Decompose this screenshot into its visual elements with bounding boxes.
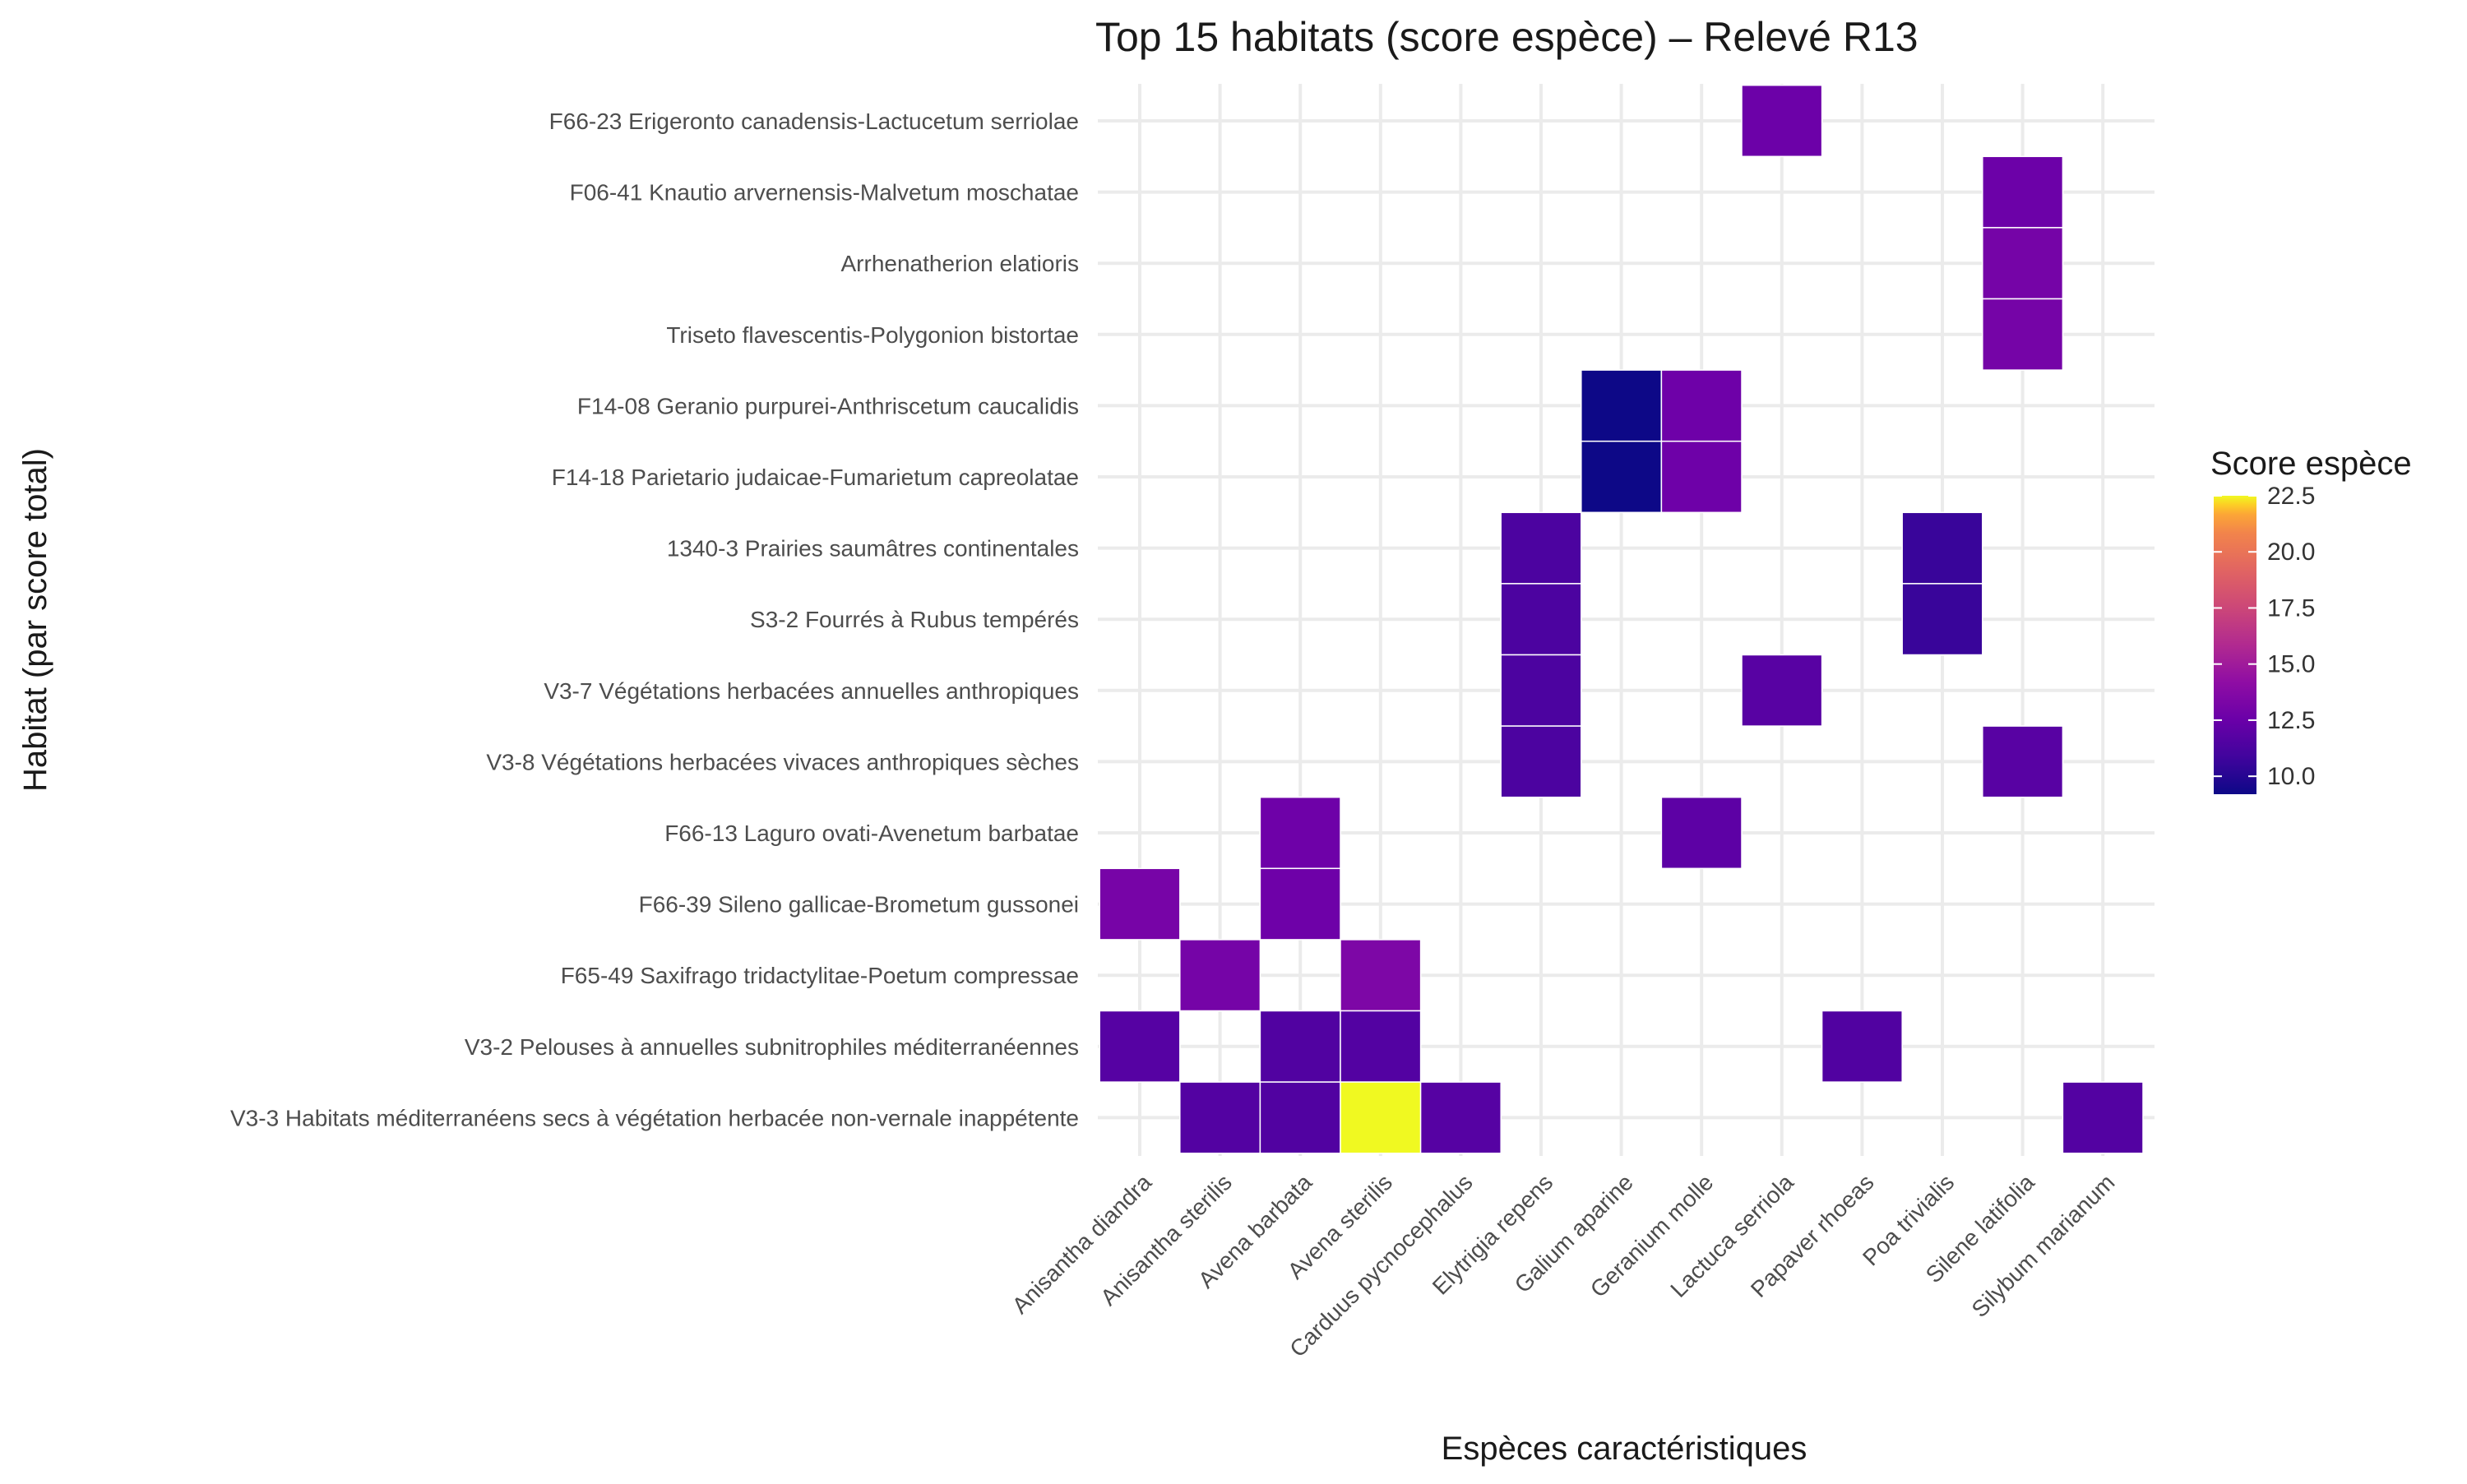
y-tick-label: F66-13 Laguro ovati-Avenetum barbatae: [664, 821, 1079, 846]
color-legend: Score espèce 10.0 12.5 15.0 17.5 20.0 22.5: [2210, 446, 2412, 794]
legend-colorbar: [2214, 496, 2256, 794]
y-tick-label: F06-41 Knautio arvernensis-Malvetum mosc…: [570, 180, 1079, 206]
heatmap-cell: [1259, 796, 1341, 870]
y-tick-label: F14-08 Geranio purpurei-Anthriscetum cau…: [577, 393, 1079, 418]
heatmap-cell: [1340, 1010, 1422, 1083]
heatmap-cell: [1821, 1010, 1903, 1083]
heatmap-cell: [1982, 155, 2064, 229]
heatmap-cell: [1340, 939, 1422, 1012]
heatmap-cell: [1660, 796, 1743, 870]
y-axis-title: Habitat (par score total): [17, 448, 53, 792]
heatmap-cell: [1099, 867, 1181, 941]
heatmap-cell: [1901, 583, 1983, 656]
y-tick-label: S3-2 Fourrés à Rubus tempérés: [750, 607, 1079, 632]
legend-ticks: 10.0 12.5 15.0 17.5 20.0 22.5: [2214, 483, 2315, 790]
chart-title: Top 15 habitats (score espèce) – Relevé …: [1095, 14, 1919, 60]
heatmap-cell: [1340, 1081, 1422, 1154]
legend-tick-label: 12.5: [2267, 707, 2315, 734]
heatmap-cell: [1741, 84, 1823, 158]
y-tick-label: F66-23 Erigeronto canadensis-Lactucetum …: [549, 109, 1079, 134]
heatmap-cell: [1259, 1081, 1341, 1154]
legend-tick-label: 15.0: [2267, 651, 2315, 678]
y-tick-labels: F66-23 Erigeronto canadensis-Lactucetum …: [230, 109, 1079, 1130]
x-tick-label: Anisantha diandra: [1007, 1169, 1157, 1319]
y-tick-label: F66-39 Sileno gallicae-Brometum gussonei: [639, 892, 1079, 918]
legend-title: Score espèce: [2210, 446, 2412, 482]
heatmap-cell: [1581, 440, 1663, 514]
y-tick-label: V3-8 Végétations herbacées vivaces anthr…: [486, 749, 1079, 774]
heatmap-cell: [1500, 583, 1582, 656]
y-tick-label: F14-18 Parietario judaicae-Fumarietum ca…: [552, 465, 1079, 490]
y-tick-label: 1340-3 Prairies saumâtres continentales: [667, 536, 1079, 562]
y-tick-label: V3-2 Pelouses à annuelles subnitrophiles…: [465, 1034, 1079, 1060]
cells-layer: [1099, 84, 2144, 1154]
y-tick-label: F65-49 Saxifrago tridactylitae-Poetum co…: [561, 963, 1079, 988]
heatmap-cell: [1259, 867, 1341, 941]
heatmap-cell: [2062, 1081, 2144, 1154]
x-axis-title: Espèces caractéristiques: [1442, 1431, 1807, 1467]
x-tick-label: Silybum marianum: [1967, 1169, 2120, 1322]
heatmap-cell: [1179, 1081, 1261, 1154]
legend-tick-label: 10.0: [2267, 763, 2315, 790]
heatmap-cell: [1901, 511, 1983, 585]
heatmap-cell: [1419, 1081, 1502, 1154]
heatmap-cell: [1982, 298, 2064, 371]
legend-tick-label: 17.5: [2267, 594, 2315, 622]
heatmap-cell: [1179, 939, 1261, 1012]
legend-tick-label: 20.0: [2267, 539, 2315, 566]
heatmap-cell: [1500, 725, 1582, 798]
y-tick-label: V3-7 Végétations herbacées annuelles ant…: [544, 678, 1079, 704]
heatmap-cell: [1581, 369, 1663, 442]
heatmap-cell: [1982, 227, 2064, 300]
y-tick-label: Triseto flavescentis-Polygonion bistorta…: [666, 322, 1079, 348]
heatmap-cell: [1982, 725, 2064, 798]
heatmap-cell: [1500, 511, 1582, 585]
heatmap-cell: [1741, 654, 1823, 727]
heatmap-cell: [1500, 654, 1582, 727]
y-tick-label: V3-3 Habitats méditerranéens secs à végé…: [230, 1105, 1079, 1130]
heatmap-cell: [1660, 440, 1743, 514]
heatmap-cell: [1259, 1010, 1341, 1083]
heatmap-cell: [1660, 369, 1743, 442]
legend-tick-label: 22.5: [2267, 483, 2315, 510]
y-tick-label: Arrhenatherion elatioris: [841, 251, 1080, 276]
heatmap-cell: [1099, 1010, 1181, 1083]
